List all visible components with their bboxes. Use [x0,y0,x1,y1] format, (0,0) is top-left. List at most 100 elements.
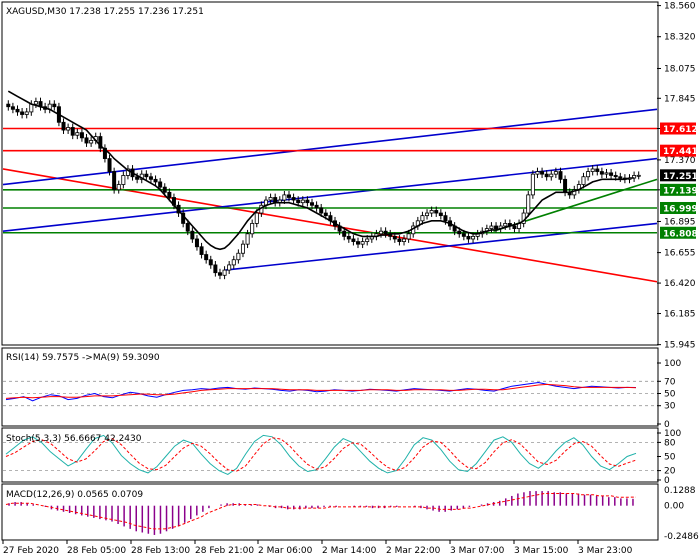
candle-body [305,199,310,204]
candle-body [153,178,158,183]
candle-body [33,101,38,105]
candle-body [443,215,448,222]
candle-body [461,233,466,237]
price-box [660,169,696,182]
price-tick-label: 16.185 [664,310,696,320]
sub-tick-label: 0 [664,476,670,486]
candle-body [309,202,314,206]
price-box-label: 17.441 [663,147,698,157]
time-tick-label: 3 Mar 15:00 [514,546,569,556]
candle-body [89,140,94,144]
candle-body [540,171,545,175]
price-tick-label: 16.420 [664,279,696,289]
stoch-signal-line [5,437,637,472]
trend-line [225,222,658,271]
candle-body [590,168,595,172]
time-tick-label: 2 Mar 14:00 [322,546,377,556]
candle-body [231,259,236,266]
candle-body [402,238,407,242]
rsi-panel: 100 70 50 30 0 [3,359,681,430]
price-box [660,122,696,135]
candle-body [351,238,356,242]
candle-body [240,243,245,254]
sub-tick-label: 20 [664,467,676,477]
candle-body [286,194,291,198]
macd-tick-label: 0.00 [664,502,684,512]
candle-body [29,103,34,113]
time-tick-label: 28 Feb 21:00 [195,546,254,556]
candle-body [581,176,586,185]
candle-body [530,173,535,196]
sub-tick-label: 50 [664,453,676,463]
candle-body [61,121,66,131]
candle-body [558,171,563,180]
candle-body [6,103,11,108]
price-candles [6,97,641,280]
price-box [660,144,696,157]
macd-signal-line [5,493,637,530]
price-box-label: 16.999 [663,204,698,214]
price-box [660,226,696,239]
price-tick-label: 16.895 [664,217,696,227]
candle-body [66,127,71,131]
candle-body [526,194,531,214]
price-tick-label: 18.320 [664,33,696,43]
candle-body [116,184,121,191]
candle-body [535,171,540,175]
candle-body [434,210,439,214]
candle-body [636,174,641,177]
candle-body [599,171,604,175]
candle-body [346,235,351,240]
price-tick-label: 17.845 [664,94,696,104]
macd-panel: 0.1288 0.00 -0.2486 [5,486,699,542]
trend-line [2,157,658,232]
candle-body [323,212,328,217]
candle-body [79,132,84,139]
price-tick-label: 18.075 [664,64,696,74]
candle-body [112,171,117,191]
trend-line [2,108,658,186]
candle-body [194,238,199,248]
candle-body [356,241,361,245]
candle-body [162,186,167,193]
candle-body [107,158,112,172]
time-tick-label: 2 Mar 06:00 [258,546,313,556]
candle-body [342,230,347,237]
candle-body [397,238,402,242]
candle-body [291,197,296,201]
candle-body [135,176,140,180]
time-tick-label: 3 Mar 23:00 [578,546,633,556]
candle-body [84,137,89,144]
trend-line [2,168,658,283]
candle-body [190,230,195,240]
candle-body [549,173,554,178]
candle-body [227,264,232,271]
candle-body [360,241,365,245]
candle-body [208,259,213,266]
rsi-panel-frame [1,347,659,427]
candle-body [213,264,218,274]
candle-body [282,194,287,201]
price-tick-label: 17.370 [664,156,696,166]
candle-body [217,272,222,276]
candle-body [24,111,29,115]
candle-body [222,269,227,276]
time-tick-label: 2 Mar 22:00 [386,546,441,556]
candle-body [167,191,172,198]
candle-body [544,173,549,178]
sub-tick-label: 70 [664,377,676,387]
candle-body [383,230,388,235]
sub-tick-label: 80 [664,438,676,448]
main-panel-frame [1,1,659,346]
candle-body [15,108,20,113]
candle-body [125,168,130,176]
sub-tick-label: 100 [664,429,681,439]
candle-body [471,235,476,240]
time-tick-label: 28 Feb 13:00 [131,546,190,556]
candle-body [20,111,25,115]
candle-body [98,136,103,149]
moving-average [7,90,635,251]
candle-body [52,103,57,108]
stoch-panel-frame [1,427,659,483]
